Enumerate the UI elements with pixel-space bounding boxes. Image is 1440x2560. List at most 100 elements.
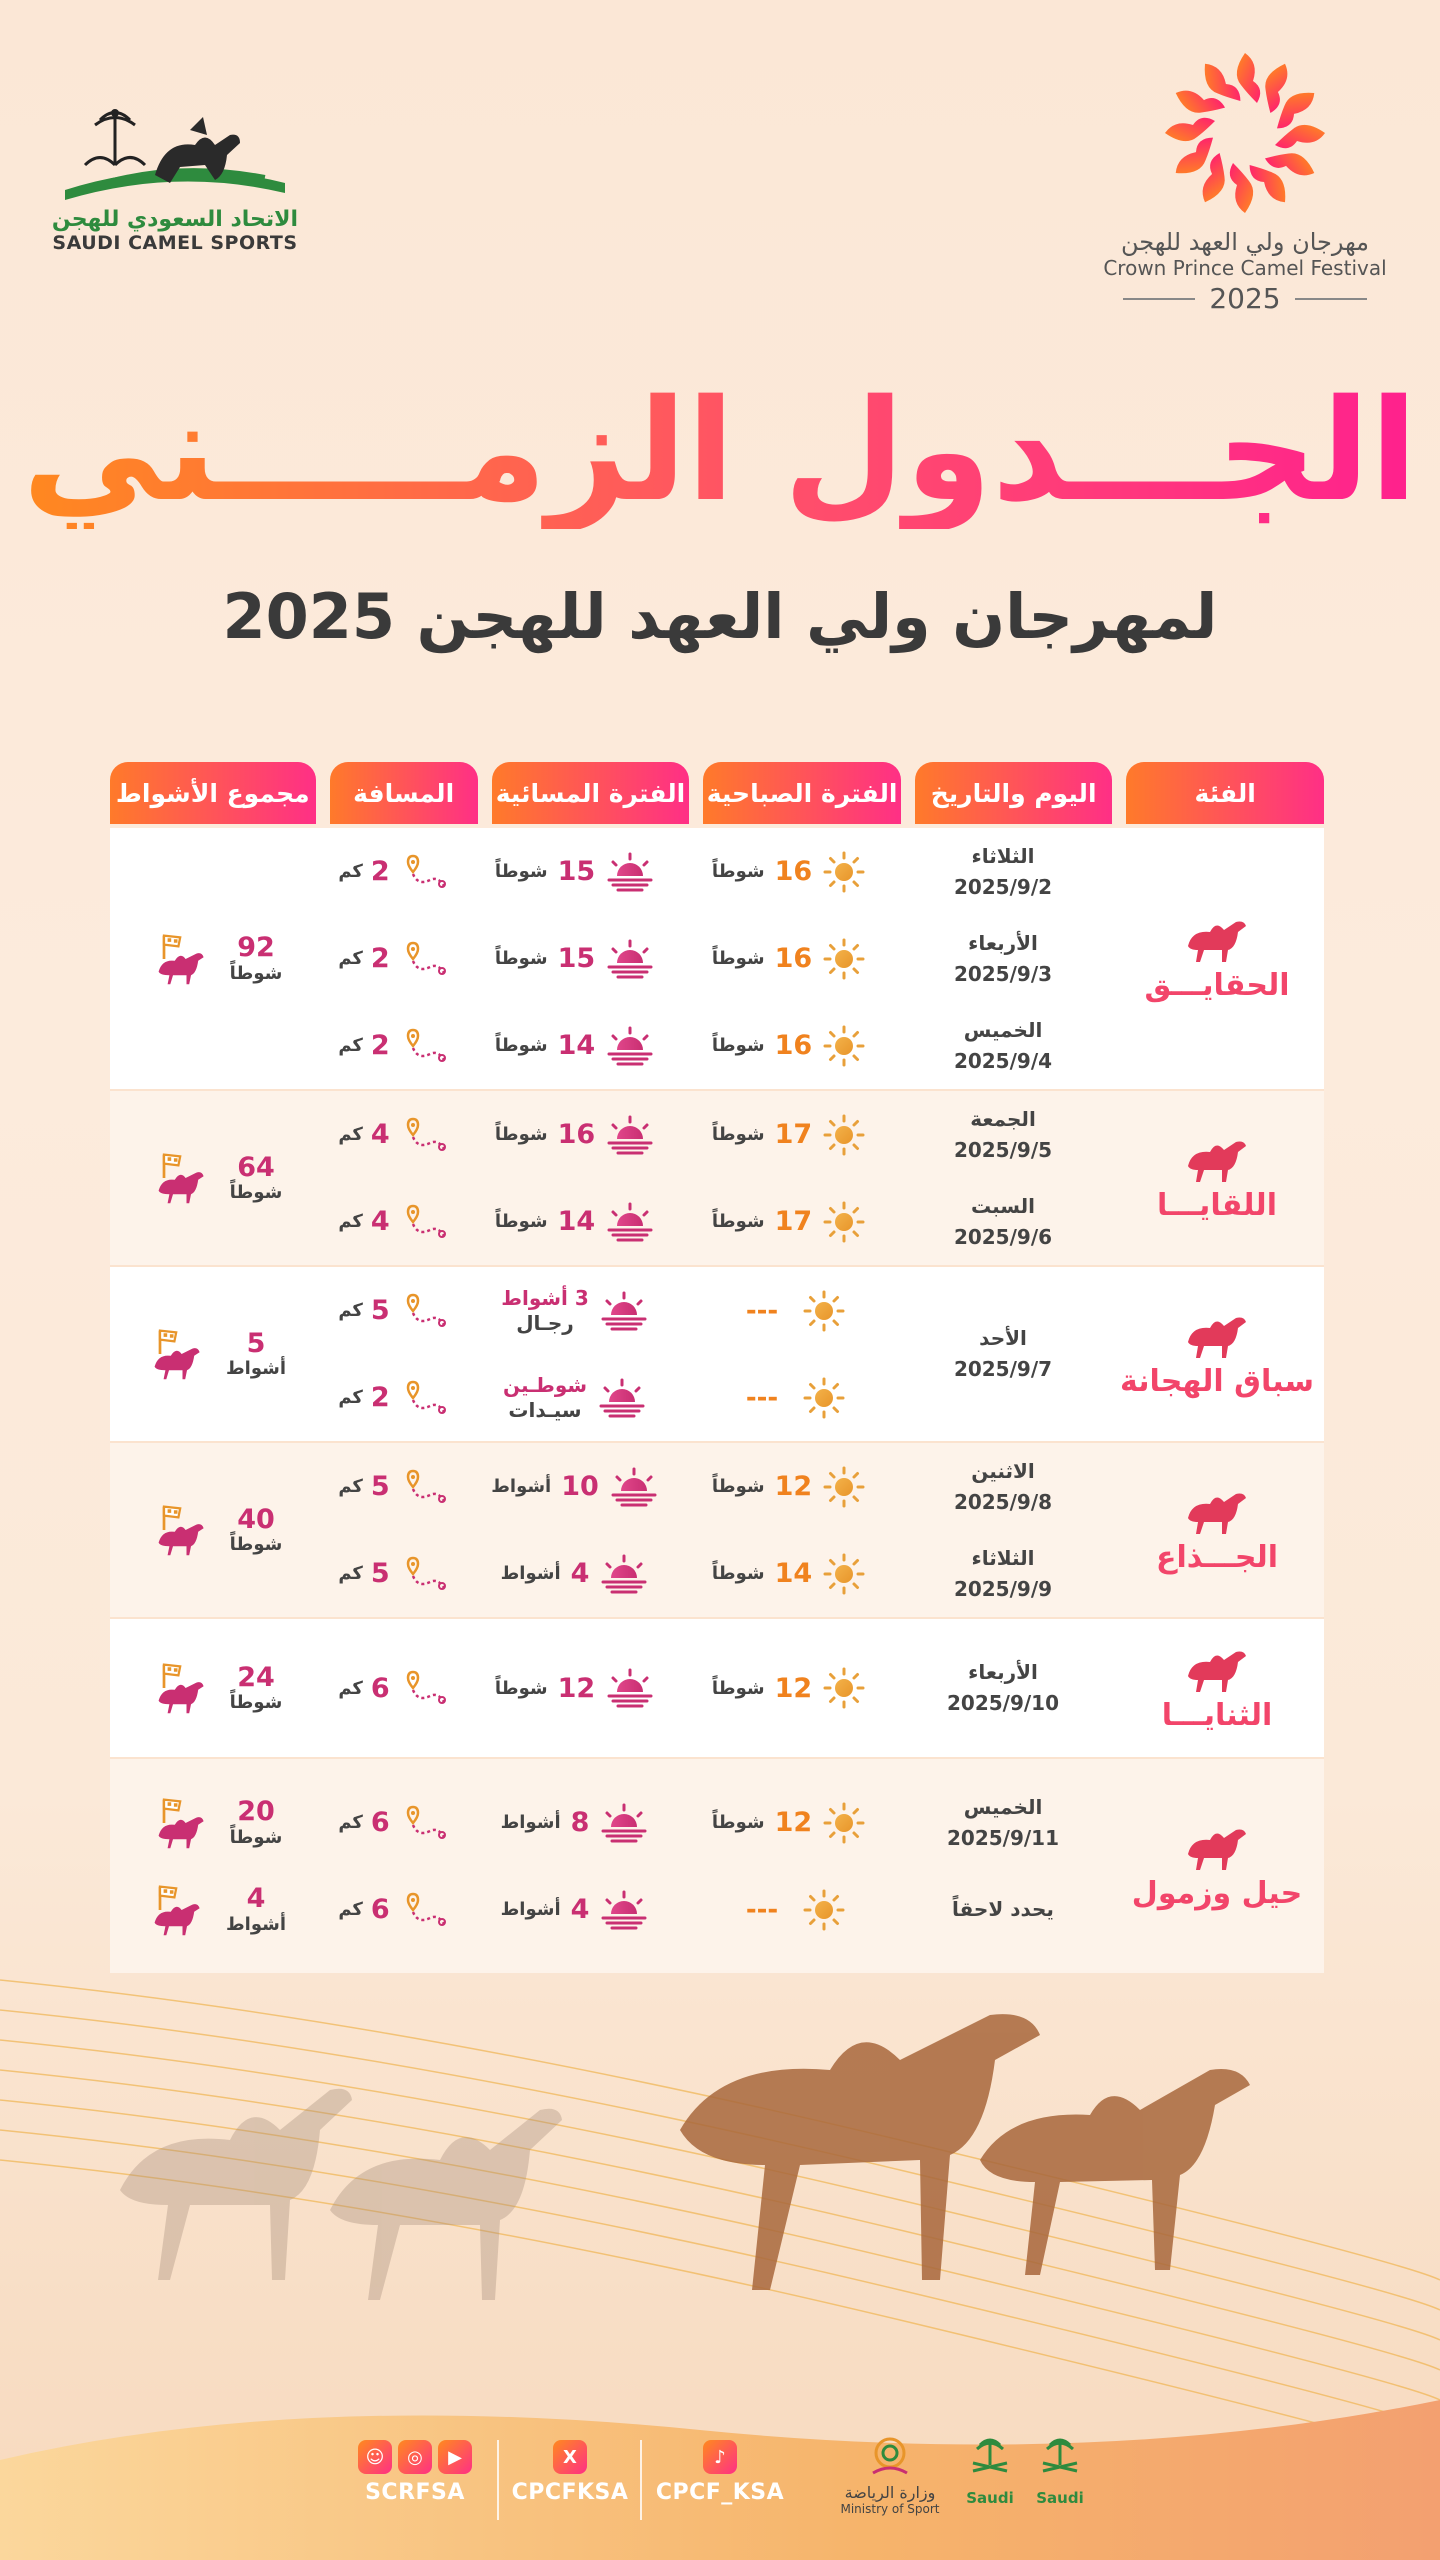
evening-count: 14: [557, 1030, 596, 1061]
header-evening: الفترة المسائية: [491, 762, 690, 824]
total-item: 4 أشواط: [110, 1866, 318, 1953]
footer: ☺ ◎ ▶ SCRFSA X CPCFKSA ♪ CPCF_KSA وزارة …: [0, 2425, 1440, 2535]
x-icon[interactable]: X: [553, 2440, 587, 2474]
category-cell: حيل وزمول: [1110, 1779, 1324, 1953]
snapchat-icon[interactable]: ☺: [358, 2440, 392, 2474]
social-handle[interactable]: CPCF_KSA: [655, 2480, 785, 2505]
route-icon: [398, 1554, 448, 1594]
sun-icon: [822, 1801, 866, 1845]
evening-count: 4: [570, 1558, 590, 1589]
table-row: الأربعاء 2025/9/10 12 شوطاً 12 شوطاً 6 كم: [318, 1645, 1110, 1732]
date: 2025/9/7: [953, 1357, 1053, 1381]
total-item: 5 أشواط: [110, 1311, 318, 1398]
distance-value: 2: [370, 1030, 390, 1061]
morning-unit: شوطاً: [711, 948, 765, 969]
total-unit: شوطاً: [229, 1534, 283, 1556]
header-distance: المسافة: [329, 762, 478, 824]
evening-cell: 8 أشواط: [468, 1803, 682, 1843]
ministry-arabic: وزارة الرياضة: [844, 2483, 936, 2502]
distance-cell: 4 كم: [318, 1115, 468, 1155]
logo-right-year-row: 2025: [1100, 282, 1390, 315]
morning-cell: 17 شوطاً: [682, 1200, 896, 1244]
camel-icon: [1182, 1486, 1252, 1536]
total-count: 24: [237, 1661, 275, 1693]
total-unit: شوطاً: [229, 1826, 283, 1848]
day-name: الأحد: [979, 1326, 1027, 1350]
day-name: السبت: [970, 1193, 1036, 1218]
distance-unit: كم: [338, 1124, 363, 1145]
flag-camel-icon: [146, 1661, 218, 1715]
day-date-cell: الجمعة 2025/9/5: [896, 1104, 1110, 1166]
distance-value: 5: [370, 1558, 390, 1589]
morning-cell: 17 شوطاً: [682, 1113, 896, 1157]
crown-prince-festival-logo: مهرجان ولي العهد للهجن Crown Prince Came…: [1100, 45, 1390, 335]
tiktok-icon[interactable]: ♪: [703, 2440, 737, 2474]
category-group-liqaya: اللقايـــا الجمعة 2025/9/5 17 شوطاً 16 شوطا…: [110, 1091, 1324, 1267]
instagram-icon[interactable]: ◎: [398, 2440, 432, 2474]
route-icon: [398, 1202, 448, 1242]
day-name: الثلاثاء: [971, 843, 1035, 868]
header-morning: الفترة الصباحية: [703, 762, 901, 824]
evening-cell: 14 شوطاً: [468, 1026, 682, 1066]
logo-left-arabic: الاتحاد السعودي للهجن: [51, 207, 299, 232]
saudi-paralympic-logo: Saudi: [1030, 2435, 1090, 2507]
total-value: 92 شوطاً: [230, 933, 283, 984]
total-unit: أشواط: [225, 1913, 287, 1935]
distance-value: 2: [370, 1382, 390, 1413]
total-unit: شوطاً: [229, 1182, 283, 1204]
total-count: 4: [246, 1883, 266, 1915]
logo-right-english: Crown Prince Camel Festival: [1103, 256, 1387, 280]
morning-count: 16: [774, 943, 813, 974]
sun-icon: [822, 1113, 866, 1157]
total-count: 64: [237, 1151, 275, 1183]
date: 2025/9/6: [953, 1224, 1053, 1249]
distance-value: 4: [370, 1206, 390, 1237]
total-cell: 5 أشواط: [110, 1267, 318, 1441]
category-cell: الحقايـــق: [1110, 828, 1324, 1089]
group-rows: الثلاثاء 2025/9/2 16 شوطاً 15 شوطاً 2 كم الأ…: [318, 828, 1110, 1089]
table-row: --- 3 أشواط رجـال 5 كم: [318, 1267, 896, 1354]
evening-count: 3 أشواط: [501, 1285, 589, 1310]
distance-unit: كم: [338, 1677, 363, 1699]
sunset-icon: [599, 1554, 649, 1594]
evening-count: 8: [570, 1807, 590, 1838]
sun-icon: [822, 850, 866, 894]
flag-camel-icon: [142, 1327, 214, 1381]
day-date-cell: الأربعاء 2025/9/3: [896, 928, 1110, 990]
table-row: الجمعة 2025/9/5 17 شوطاً 16 شوطاً 4 كم: [318, 1091, 1110, 1178]
route-icon: [398, 939, 448, 979]
logo-right-year: 2025: [1209, 282, 1281, 315]
social-handle[interactable]: SCRFSA: [365, 2480, 465, 2505]
day-name: الاثنين: [971, 1458, 1035, 1483]
morning-unit: شوطاً: [711, 1211, 765, 1232]
morning-count: 12: [774, 1471, 813, 1502]
group-rows: الجمعة 2025/9/5 17 شوطاً 16 شوطاً 4 كم السبت…: [318, 1091, 1110, 1265]
sunset-icon: [599, 1890, 649, 1930]
route-icon: [398, 1467, 448, 1507]
header-total: مجموع الأشواط: [110, 762, 316, 824]
distance-cell: 4 كم: [318, 1202, 468, 1242]
social-handle[interactable]: CPCFKSA: [511, 2480, 629, 2505]
day-name: الجمعة: [970, 1106, 1036, 1131]
evening-count: 14: [557, 1206, 596, 1237]
page-subtitle: لمهرجان ولي العهد للهجن 2025: [222, 580, 1218, 653]
morning-count: 16: [774, 1030, 813, 1061]
logo-left-english: SAUDI CAMEL SPORTS: [52, 232, 298, 254]
evening-unit: شوطاً: [494, 1677, 548, 1699]
morning-count: 17: [774, 1119, 813, 1150]
youtube-icon[interactable]: ▶: [438, 2440, 472, 2474]
distance-unit: كم: [338, 948, 363, 969]
sun-icon: [822, 1024, 866, 1068]
category-group-hiqayiq: الحقايـــق الثلاثاء 2025/9/2 16 شوطاً 15 شو…: [110, 828, 1324, 1091]
route-icon: [398, 852, 448, 892]
social-icons: ♪: [650, 2440, 790, 2474]
distance-value: 2: [370, 943, 390, 974]
flag-camel-icon: [146, 1796, 218, 1850]
camel-icon: [1182, 1644, 1252, 1694]
sun-icon: [822, 937, 866, 981]
morning-cell: 16 شوطاً: [682, 937, 896, 981]
category-name: الثنايـــا: [1161, 1697, 1273, 1733]
date: 2025/9/9: [953, 1576, 1053, 1601]
evening-cell: 14 شوطاً: [468, 1202, 682, 1242]
divider: [1123, 297, 1196, 300]
